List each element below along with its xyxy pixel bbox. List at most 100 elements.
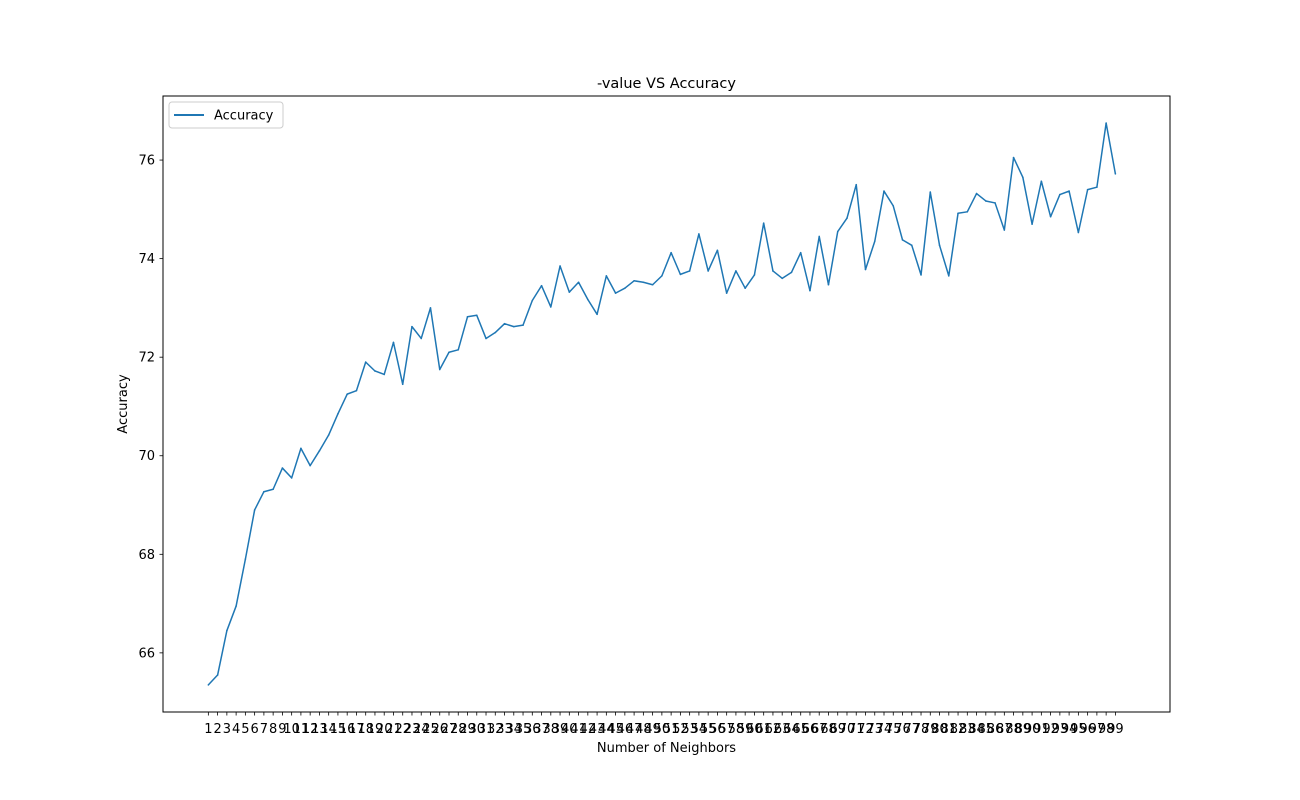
data-point (438, 368, 441, 371)
data-point (550, 306, 552, 308)
data-point (633, 280, 635, 282)
x-tick-label: 77 (903, 722, 920, 737)
x-tick-label: 61 (755, 722, 772, 737)
data-point (836, 230, 839, 233)
data-point (485, 337, 487, 340)
data-point (698, 233, 700, 235)
data-point (1049, 215, 1052, 218)
data-point (364, 361, 367, 363)
x-tick-label: 10 (283, 722, 300, 737)
x-tick-label: 34 (506, 722, 523, 737)
data-point (1077, 231, 1080, 234)
x-tick-label: 52 (672, 722, 689, 737)
x-tick-label: 71 (848, 722, 865, 737)
x-tick-label: 92 (1042, 722, 1059, 737)
x-tick-label: 23 (404, 722, 421, 737)
data-point (799, 251, 802, 254)
plot-background (163, 96, 1170, 712)
x-tick-label: 65 (792, 722, 809, 737)
data-point (910, 244, 913, 247)
legend: Accuracy (168, 101, 284, 129)
x-tick-label: 33 (496, 722, 513, 737)
x-tick-label: 94 (1061, 722, 1078, 737)
data-point (1031, 223, 1033, 225)
x-tick-label: 2 (213, 722, 221, 737)
data-point (226, 629, 228, 632)
x-tick-label: 89 (1015, 722, 1032, 737)
data-point (290, 477, 293, 479)
x-tick-label: 60 (746, 722, 763, 737)
y-tick-label: 76 (138, 154, 155, 169)
y-tick-label: 72 (138, 351, 155, 366)
data-point (392, 341, 395, 344)
x-tick-label: 26 (431, 722, 448, 737)
y-tick-label: 74 (138, 252, 155, 267)
data-point (1012, 156, 1015, 159)
x-tick-label: 95 (1070, 722, 1087, 737)
data-point (985, 200, 987, 202)
data-point (781, 277, 783, 280)
x-tick-label: 91 (1033, 722, 1050, 737)
data-point (596, 313, 598, 316)
x-tick-label: 55 (700, 722, 717, 737)
x-tick-label: 17 (348, 722, 365, 737)
x-tick-label: 19 (367, 722, 384, 737)
x-tick-label: 22 (394, 722, 411, 737)
data-point (568, 291, 571, 293)
x-tick-label: 45 (607, 722, 624, 737)
x-tick-label: 75 (885, 722, 902, 737)
x-tick-label: 79 (922, 722, 939, 737)
x-tick-label: 51 (663, 722, 680, 737)
data-point (957, 212, 959, 215)
x-tick-label: 78 (913, 722, 930, 737)
x-tick-label: 36 (524, 722, 541, 737)
x-tick-label: 76 (894, 722, 911, 737)
data-point (1040, 180, 1043, 183)
data-point (661, 275, 663, 277)
x-tick-label: 86 (987, 722, 1004, 737)
x-tick-label: 46 (617, 722, 634, 737)
x-tick-label: 74 (876, 722, 893, 737)
data-point (355, 389, 358, 392)
x-tick-label: 53 (681, 722, 698, 737)
data-point (855, 183, 858, 186)
x-tick-label: 80 (931, 722, 948, 737)
data-point (207, 684, 210, 686)
x-tick-label: 9 (278, 722, 286, 737)
data-point (790, 271, 793, 274)
x-tick-label: 16 (339, 722, 356, 737)
legend-box (168, 101, 284, 129)
data-point (938, 244, 941, 247)
data-point (901, 239, 904, 241)
x-tick-label: 72 (857, 722, 874, 737)
data-point (920, 274, 922, 276)
x-tick-label: 63 (774, 722, 791, 737)
x-tick-label: 8 (269, 722, 277, 737)
data-point (670, 251, 672, 254)
data-point (947, 275, 950, 277)
x-axis-label: Number of Neighbors (597, 741, 736, 756)
data-point (559, 265, 561, 267)
x-tick-label: 62 (765, 722, 782, 737)
x-tick-label: 84 (968, 722, 985, 737)
data-point (512, 325, 515, 328)
x-tick-label: 48 (635, 722, 652, 737)
x-tick-label: 3 (223, 722, 231, 737)
data-point (281, 467, 284, 469)
data-point (975, 192, 978, 195)
x-tick-label: 44 (598, 722, 615, 737)
x-tick-label: 5 (241, 722, 249, 737)
x-tick-label: 20 (376, 722, 393, 737)
x-tick-label: 59 (737, 722, 754, 737)
data-point (614, 292, 617, 294)
x-tick-label: 14 (320, 722, 337, 737)
data-point (374, 370, 376, 372)
data-point (873, 240, 876, 243)
data-point (1059, 193, 1061, 196)
data-point (846, 217, 848, 220)
data-point (707, 270, 709, 272)
x-tick-label: 54 (691, 722, 708, 737)
x-tick-label: 66 (802, 722, 819, 737)
